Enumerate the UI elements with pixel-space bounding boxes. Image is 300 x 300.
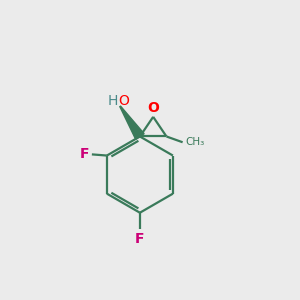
- Text: H: H: [108, 94, 118, 108]
- Text: O: O: [147, 101, 159, 115]
- Text: F: F: [135, 232, 145, 246]
- Polygon shape: [120, 106, 144, 139]
- Text: F: F: [80, 147, 89, 161]
- Text: O: O: [118, 94, 129, 108]
- Text: CH₃: CH₃: [185, 137, 205, 147]
